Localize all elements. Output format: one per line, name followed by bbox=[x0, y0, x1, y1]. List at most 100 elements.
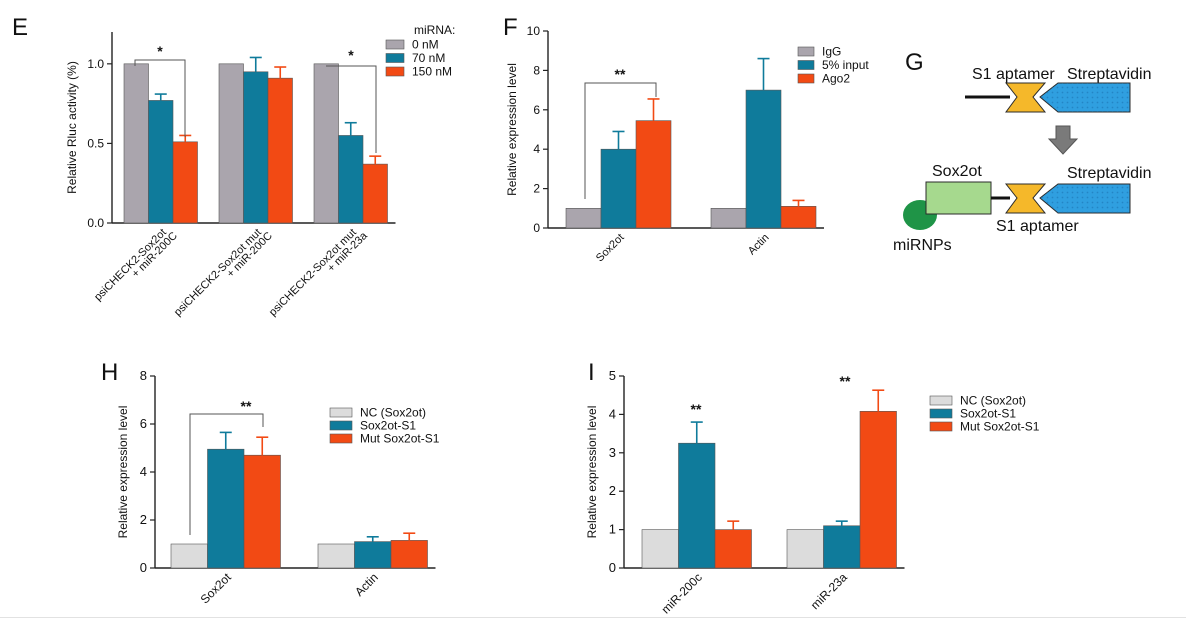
mirnps-label: miRNPs bbox=[893, 237, 952, 254]
legend-label: Mut Sox2ot-S1 bbox=[960, 420, 1040, 434]
y-tick-label: 0 bbox=[140, 560, 147, 575]
y-tick-label: 2 bbox=[609, 483, 616, 498]
legend-swatch-5% input bbox=[797, 60, 815, 70]
y-tick-label: 0 bbox=[609, 560, 616, 575]
bar-0 nM bbox=[218, 63, 244, 224]
legend-swatch-Mut Sox2ot-S1 bbox=[329, 433, 353, 444]
y-tick-label: 6 bbox=[140, 416, 147, 431]
bar-Sox2ot-S1 bbox=[823, 525, 861, 569]
bar-0 nM bbox=[123, 63, 149, 224]
bar-Mut Sox2ot-S1 bbox=[390, 540, 428, 569]
legend-label: IgG bbox=[822, 45, 841, 59]
s1-aptamer-bottom-label: S1 aptamer bbox=[996, 218, 1079, 235]
bar-NC (Sox2ot) bbox=[170, 543, 208, 569]
x-category-label: Sox2ot bbox=[198, 570, 235, 607]
x-category-label: miR-200c bbox=[659, 570, 705, 616]
bar-Mut Sox2ot-S1 bbox=[243, 454, 281, 569]
bar-Ago2 bbox=[780, 206, 817, 229]
bar-70 nM bbox=[148, 100, 174, 224]
legend-swatch-Ago2 bbox=[797, 73, 815, 84]
legend-label: NC (Sox2ot) bbox=[360, 406, 426, 420]
x-category-label: miR-23a bbox=[808, 570, 850, 612]
y-axis-title: Relative Rluc activity (%) bbox=[65, 61, 79, 194]
y-tick-label: 8 bbox=[533, 63, 540, 77]
y-tick-label: 4 bbox=[609, 406, 616, 421]
panel-label-E: E bbox=[12, 14, 28, 41]
s1-aptamer-bottom bbox=[1004, 183, 1047, 214]
bar-Mut Sox2ot-S1 bbox=[714, 529, 752, 569]
y-tick-label: 4 bbox=[533, 142, 540, 156]
bar-70 nM bbox=[243, 71, 269, 224]
sox2ot-box bbox=[925, 181, 992, 215]
bar-5% input bbox=[600, 148, 637, 229]
significance-bracket bbox=[134, 59, 186, 137]
y-tick-label: 10 bbox=[527, 24, 541, 38]
legend-label: 0 nM bbox=[412, 38, 439, 52]
s1-aptamer-top bbox=[1004, 82, 1047, 113]
legend-label: NC (Sox2ot) bbox=[960, 394, 1026, 408]
legend-label: Mut Sox2ot-S1 bbox=[360, 432, 440, 446]
significance-label: ** bbox=[691, 401, 702, 417]
bar-IgG bbox=[710, 208, 747, 229]
y-tick-label: 2 bbox=[533, 182, 540, 196]
panel-label-F: F bbox=[503, 14, 518, 41]
y-tick-label: 3 bbox=[609, 445, 616, 460]
legend-label: 5% input bbox=[822, 58, 869, 72]
streptavidin-top-dots bbox=[1040, 83, 1130, 112]
legend-label: Sox2ot-S1 bbox=[360, 419, 416, 433]
down-arrow-icon bbox=[1047, 125, 1079, 155]
legend-swatch-NC (Sox2ot) bbox=[929, 395, 953, 406]
y-tick-label: 4 bbox=[140, 464, 147, 479]
x-category-label: psiCHECK2-Sox2ot mut bbox=[267, 227, 359, 319]
legend-swatch-150 nM bbox=[385, 66, 405, 77]
x-category-label: psiCHECK2-Sox2ot bbox=[92, 227, 169, 304]
legend-swatch-0 nM bbox=[385, 39, 405, 50]
chart-I: 0 1 2 3 4 5 Relative expression level miR-200c m… bbox=[585, 368, 1040, 616]
streptavidin-top-label: Streptavidin bbox=[1067, 66, 1152, 83]
y-tick-label: 8 bbox=[140, 368, 147, 383]
streptavidin-bottom-label: Streptavidin bbox=[1067, 165, 1152, 182]
chart-F: 0 2 4 6 8 10 Relative expression level Sox2ot Ac… bbox=[505, 24, 869, 264]
x-category-label: psiCHECK2-Sox2ot mut bbox=[172, 227, 264, 319]
significance-bracket bbox=[584, 82, 657, 199]
y-tick-label: 1 bbox=[609, 522, 616, 537]
y-tick-label: 2 bbox=[140, 512, 147, 527]
significance-label: * bbox=[157, 43, 163, 59]
bar-0 nM bbox=[313, 63, 339, 224]
bar-NC (Sox2ot) bbox=[641, 529, 679, 569]
significance-label: * bbox=[348, 47, 354, 63]
bar-150 nM bbox=[362, 163, 388, 224]
legend-label: Ago2 bbox=[822, 72, 850, 86]
legend-swatch-IgG bbox=[797, 46, 815, 57]
bar-Sox2ot-S1 bbox=[207, 448, 245, 569]
legend-swatch-Mut Sox2ot-S1 bbox=[929, 421, 953, 432]
legend-swatch-70 nM bbox=[385, 53, 405, 63]
bar-NC (Sox2ot) bbox=[317, 543, 355, 569]
significance-label: ** bbox=[241, 398, 252, 414]
chart-H: 0 2 4 6 8 Relative expression level Sox2ot Acti… bbox=[116, 368, 440, 607]
legend-label: 70 nM bbox=[412, 51, 445, 65]
bar-150 nM bbox=[267, 77, 293, 224]
legend-label: 150 nM bbox=[412, 65, 452, 79]
bar-Sox2ot-S1 bbox=[678, 442, 716, 569]
significance-bracket bbox=[326, 65, 377, 153]
bar-Mut Sox2ot-S1 bbox=[859, 411, 897, 569]
significance-label: ** bbox=[615, 66, 626, 82]
y-axis-title: Relative expression level bbox=[585, 406, 599, 539]
bar-70 nM bbox=[338, 135, 364, 224]
y-tick-label: 0 bbox=[533, 221, 540, 235]
legend-swatch-Sox2ot-S1 bbox=[329, 420, 353, 431]
x-category-label: Actin bbox=[746, 232, 772, 258]
panel-label-G: G bbox=[905, 49, 924, 76]
bar-Sox2ot-S1 bbox=[354, 541, 392, 569]
streptavidin-bottom-dots bbox=[1040, 184, 1130, 213]
panel-label-H: H bbox=[101, 359, 118, 386]
y-axis-title: Relative expression level bbox=[116, 406, 130, 539]
legend-label: Sox2ot-S1 bbox=[960, 407, 1016, 421]
bar-5% input bbox=[745, 89, 782, 229]
y-tick-label: 0.5 bbox=[87, 136, 104, 150]
diagram-G: S1 aptamer Streptavidin Sox2ot Streptavi… bbox=[893, 66, 1152, 254]
bar-NC (Sox2ot) bbox=[786, 529, 824, 569]
bar-Ago2 bbox=[635, 120, 672, 229]
